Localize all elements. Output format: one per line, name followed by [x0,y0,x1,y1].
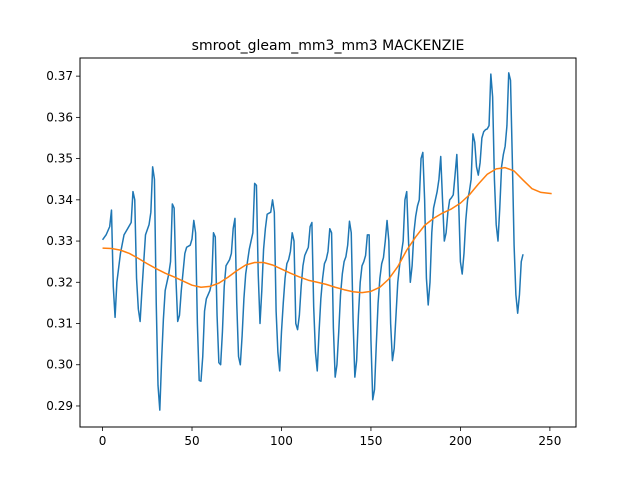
x-tick-label: 0 [99,434,107,448]
plot-frame [79,57,577,428]
y-tick-label: 0.29 [46,399,73,413]
y-tick-label: 0.31 [46,317,73,331]
x-tick-label: 50 [184,434,199,448]
x-axis: 0 50 100 150 200 250 [99,427,561,448]
y-axis: 0.29 0.30 0.31 0.32 0.33 0.34 0.35 0.36 0.37 [46,69,80,413]
y-tick-label: 0.37 [46,69,73,83]
series-line-1 [101,72,524,411]
y-tick-label: 0.35 [46,152,73,166]
y-tick-label: 0.34 [46,193,73,207]
x-tick-label: 150 [359,434,382,448]
series-layer [101,72,552,411]
y-tick-label: 0.30 [46,358,73,372]
y-tick-label: 0.32 [46,275,73,289]
chart-title: smroot_gleam_mm3_mm3 MACKENZIE [192,38,465,54]
series-line-2 [102,166,552,294]
y-tick-label: 0.36 [46,110,73,124]
y-tick-label: 0.33 [46,234,73,248]
x-tick-label: 200 [449,434,472,448]
x-tick-label: 100 [270,434,293,448]
x-tick-label: 250 [538,434,561,448]
